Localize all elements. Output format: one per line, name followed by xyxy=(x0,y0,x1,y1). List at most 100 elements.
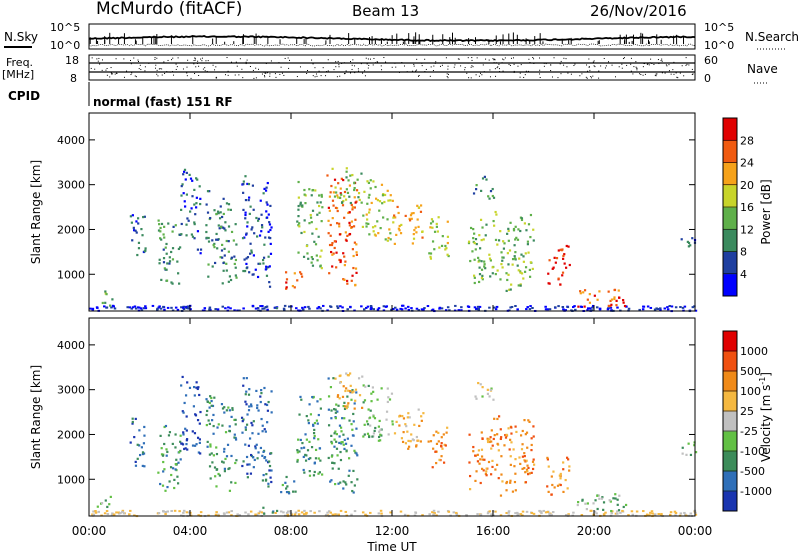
velocity-cell xyxy=(524,481,528,484)
velocity-cell xyxy=(308,474,312,477)
velocity-cell xyxy=(345,387,348,390)
power-cell xyxy=(487,195,490,198)
nave-dot xyxy=(115,58,117,60)
power-cell xyxy=(262,256,266,259)
velocity-cell xyxy=(247,513,250,516)
power-cell xyxy=(691,306,695,309)
velocity-cell xyxy=(327,395,331,398)
velocity-cell xyxy=(407,439,410,443)
velocity-cell xyxy=(223,411,226,414)
nave-dot xyxy=(357,68,359,70)
nave-dot xyxy=(98,57,100,59)
power-cell xyxy=(249,205,252,208)
velocity-cell xyxy=(330,417,333,420)
velocity-cell xyxy=(288,510,292,513)
power-cell xyxy=(615,304,618,307)
nave-dot xyxy=(668,70,670,72)
velocity-cell xyxy=(228,489,232,492)
nave-dot xyxy=(430,66,432,68)
power-cell xyxy=(367,196,370,199)
velocity-cell xyxy=(455,514,459,517)
power-heatmap xyxy=(89,167,698,313)
velocity-cell xyxy=(244,428,247,431)
power-cell xyxy=(196,248,200,251)
velocity-cell xyxy=(398,424,401,427)
power-cell xyxy=(617,289,620,292)
power-cell xyxy=(224,307,227,310)
power-cell xyxy=(269,204,272,208)
power-cell xyxy=(355,243,358,246)
nave-dot xyxy=(212,64,214,66)
nave-dot xyxy=(447,68,449,70)
power-cell xyxy=(499,278,502,281)
velocity-cell xyxy=(474,454,477,457)
nave-dot xyxy=(592,75,594,77)
power-cell xyxy=(368,208,371,211)
velocity-cell xyxy=(255,443,258,446)
velocity-cell xyxy=(164,511,168,514)
nave-dot xyxy=(446,73,448,75)
velocity-cell xyxy=(268,460,271,463)
velocity-cell xyxy=(353,407,356,410)
velocity-cell xyxy=(334,430,337,433)
power-cell xyxy=(193,221,196,224)
power-cell xyxy=(227,306,230,309)
nave-dot xyxy=(338,66,340,68)
velocity-cell xyxy=(553,486,556,489)
power-cell xyxy=(182,307,186,310)
velocity-cell xyxy=(269,476,272,479)
nave-dot xyxy=(513,70,515,72)
velocity-cell xyxy=(210,399,213,403)
velocity-cell xyxy=(432,513,435,516)
power-cell xyxy=(268,221,271,224)
power-cell xyxy=(398,224,401,228)
x-tick-label: 00:00 xyxy=(678,524,713,538)
velocity-cell xyxy=(326,511,329,514)
power-cell xyxy=(187,219,190,222)
power-colorbar-segment xyxy=(723,118,737,141)
power-cell xyxy=(317,306,321,309)
power-cell xyxy=(246,256,250,259)
nave-dot xyxy=(621,63,623,65)
power-cell xyxy=(206,211,210,214)
velocity-cell xyxy=(614,493,617,496)
nave-dot xyxy=(314,76,316,78)
velocity-cell xyxy=(547,465,550,468)
velocity-cell xyxy=(244,400,247,403)
velocity-cell xyxy=(348,469,351,472)
velocity-cell xyxy=(217,472,220,476)
nave-dot xyxy=(644,73,646,75)
power-cell xyxy=(353,206,356,209)
power-cell xyxy=(338,258,341,262)
power-cell xyxy=(579,290,582,293)
power-cell xyxy=(130,221,133,224)
velocity-cell xyxy=(165,448,168,451)
power-cell xyxy=(332,252,335,255)
power-cell xyxy=(607,290,610,293)
power-cell xyxy=(242,182,245,186)
velocity-cell xyxy=(558,483,561,486)
velocity-cell xyxy=(333,462,336,465)
power-cell xyxy=(395,233,398,237)
nave-dot xyxy=(494,59,496,61)
power-cell xyxy=(180,208,183,211)
velocity-cell xyxy=(186,448,189,451)
nave-dot xyxy=(395,66,397,68)
power-cell xyxy=(163,267,166,270)
velocity-cell xyxy=(540,512,543,515)
power-cell xyxy=(351,274,354,277)
nave-dot xyxy=(468,77,470,79)
velocity-cell xyxy=(525,510,529,513)
power-cell xyxy=(407,308,411,311)
power-cell xyxy=(311,209,315,212)
power-cell xyxy=(586,309,589,312)
velocity-cell xyxy=(230,481,233,484)
velocity-cell xyxy=(208,465,212,468)
nave-dot xyxy=(194,71,196,73)
velocity-cell xyxy=(365,420,369,423)
cpid-panel: CPID normal (fast) 151 RF xyxy=(8,82,233,109)
nave-dot xyxy=(425,68,427,70)
velocity-cell xyxy=(596,507,599,511)
nave-dot xyxy=(123,58,125,60)
velocity-cell xyxy=(350,444,353,447)
